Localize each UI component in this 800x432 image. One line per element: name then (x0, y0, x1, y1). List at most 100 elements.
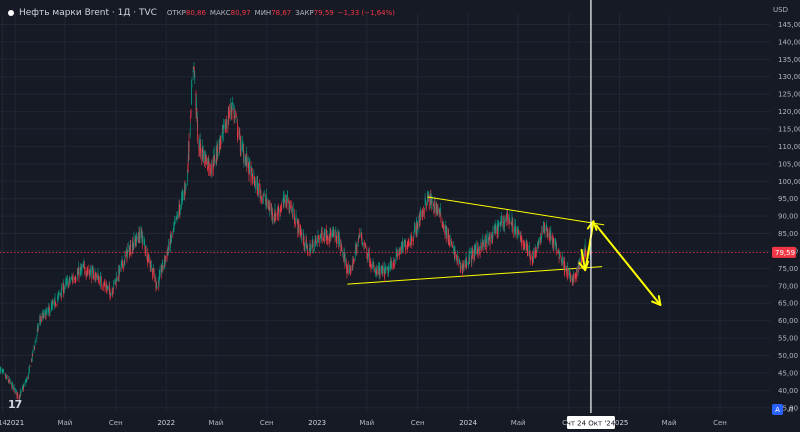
candle (515, 226, 517, 240)
candle (115, 282, 116, 285)
x-tick-label: Май (57, 419, 72, 427)
candle (158, 280, 160, 291)
candle (323, 232, 325, 242)
candle (352, 255, 354, 268)
candle (546, 220, 548, 231)
candle (189, 122, 191, 139)
candle (289, 200, 291, 215)
candle (440, 203, 441, 213)
candle (502, 222, 504, 231)
candle (414, 221, 416, 234)
candle (464, 258, 466, 268)
candle (424, 192, 426, 210)
candle (199, 144, 201, 157)
candle (144, 239, 146, 250)
candle (557, 250, 559, 254)
candle (379, 266, 381, 279)
candle (22, 384, 24, 389)
candle (427, 190, 428, 206)
candle (7, 379, 9, 383)
candle (544, 225, 546, 238)
candle (457, 256, 459, 259)
currency-label[interactable]: USD (773, 6, 788, 14)
candle (259, 183, 261, 204)
candle (479, 246, 481, 256)
y-tick-label: 65,00 (778, 300, 798, 308)
candle (148, 253, 149, 264)
candle (425, 198, 426, 206)
candle (503, 215, 505, 223)
candle (369, 246, 371, 268)
candle (499, 222, 501, 227)
candle (405, 244, 407, 250)
candle (577, 261, 579, 277)
tradingview-logo-icon[interactable]: 17 (8, 398, 22, 411)
candle (126, 254, 128, 264)
candle (496, 225, 498, 239)
candle (573, 270, 574, 283)
candle (165, 255, 167, 262)
log-scale-button[interactable]: Л (787, 405, 794, 414)
candle (138, 238, 139, 244)
candle (585, 247, 586, 260)
x-tick-label: Май (208, 419, 223, 427)
candle (349, 265, 351, 273)
candle (407, 242, 409, 249)
candle (104, 279, 106, 293)
y-tick-label: 85,00 (778, 230, 798, 238)
candle (494, 225, 496, 236)
candle (14, 389, 16, 395)
candle (84, 266, 86, 276)
candle (500, 216, 502, 233)
candle (301, 228, 302, 243)
candle (187, 153, 189, 174)
auto-scale-button[interactable]: A (772, 404, 783, 415)
candle (317, 230, 319, 243)
candle (228, 110, 230, 119)
candle (360, 227, 362, 238)
y-tick-label: 140,00 (778, 38, 800, 46)
candle (222, 124, 224, 134)
candle (278, 203, 280, 222)
candle (373, 261, 374, 268)
candle (208, 157, 210, 166)
candle (37, 323, 38, 332)
candle (417, 221, 419, 230)
candle (441, 217, 443, 228)
x-tick-label: 2024 (459, 419, 477, 427)
candle (386, 266, 388, 270)
candle (446, 225, 447, 239)
candle (104, 278, 105, 287)
candle (185, 184, 187, 190)
cursor-date-tag (566, 416, 615, 429)
candle (434, 197, 436, 218)
candle (59, 289, 61, 296)
candle (31, 349, 33, 362)
candle (359, 228, 361, 238)
candle (68, 277, 70, 288)
legend-change: −1,33 (−1,64%) (337, 9, 396, 17)
candle (124, 250, 126, 266)
candle (237, 126, 239, 138)
candle (246, 146, 247, 169)
candle (320, 233, 321, 239)
candle (17, 396, 19, 400)
candle (172, 227, 174, 235)
candle (0, 367, 1, 374)
candle (405, 239, 407, 255)
candle (295, 209, 297, 224)
candle (150, 263, 151, 271)
candle (366, 252, 368, 256)
candle (346, 258, 347, 274)
candle (196, 107, 198, 123)
candle (211, 158, 213, 177)
candle (5, 375, 7, 378)
symbol-title[interactable]: Нефть марки Brent · 1Д · TVC (19, 8, 157, 18)
candle (22, 384, 24, 390)
candle (124, 250, 126, 258)
candle (412, 235, 414, 241)
candle (265, 195, 267, 210)
candle (188, 133, 190, 160)
candle (327, 235, 328, 246)
